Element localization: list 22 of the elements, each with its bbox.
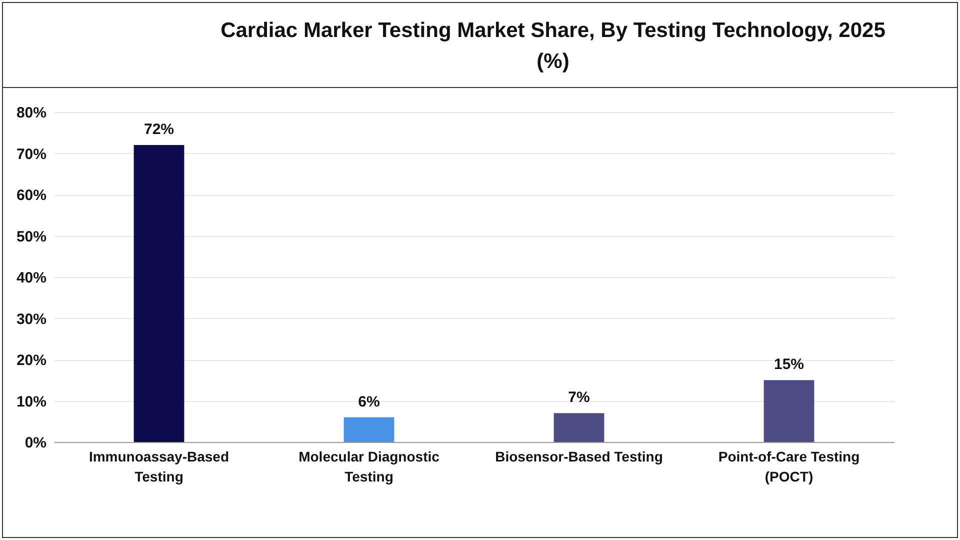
y-tick-label: 80%: [16, 104, 46, 122]
data-label: 72%: [144, 121, 174, 138]
chart-title: Cardiac Marker Testing Market Share, By Testing Technology, 2025 (%): [220, 18, 886, 75]
y-tick-label: 50%: [16, 228, 46, 246]
data-label: 6%: [358, 393, 380, 410]
bar: [134, 145, 184, 442]
y-tick-label: 30%: [16, 310, 46, 328]
y-tick-label: 0%: [24, 434, 46, 452]
x-tick-label: Biosensor-Based Testing: [495, 448, 663, 464]
y-tick-label: 60%: [16, 187, 46, 204]
y-tick-label: 10%: [16, 393, 46, 410]
y-tick-label: 20%: [16, 352, 46, 369]
y-tick-label: 40%: [16, 270, 46, 286]
x-tick-label: Point-of-Care Testing (POCT): [718, 448, 860, 484]
x-tick-label: Immunoassay-Based Testing: [88, 448, 230, 484]
data-label: 15%: [774, 356, 804, 374]
bar: [344, 417, 394, 442]
bar: [764, 380, 814, 442]
data-label: 7%: [568, 389, 590, 406]
y-tick-label: 70%: [16, 146, 46, 163]
x-tick-label: Molecular Diagnostic Testing: [298, 448, 440, 484]
bar: [554, 413, 604, 442]
